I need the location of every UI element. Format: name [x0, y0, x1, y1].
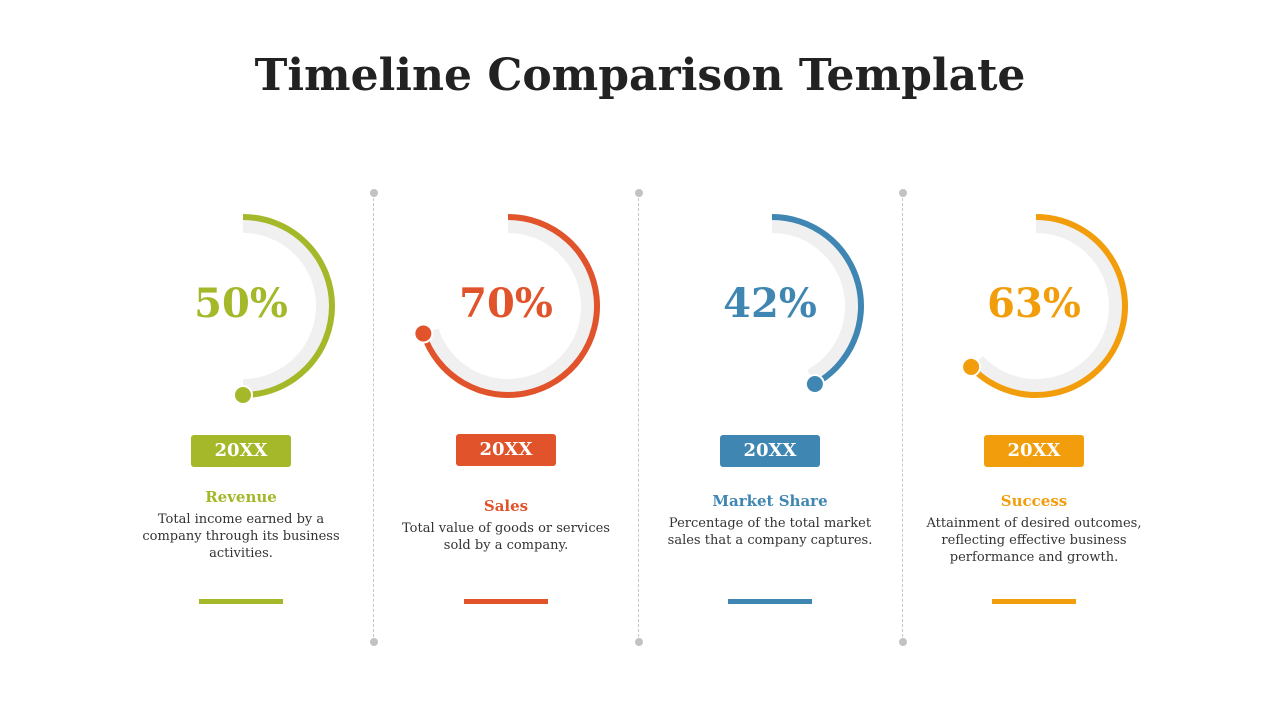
- ring-track: [972, 219, 1123, 393]
- category-description: Percentage of the total market sales tha…: [667, 516, 873, 548]
- ring-arc: [420, 214, 600, 398]
- progress-ring-revenue: [233, 214, 335, 405]
- category-label: Market Share: [712, 492, 828, 510]
- ring-track: [425, 219, 595, 393]
- percent-value: 50%: [194, 280, 288, 327]
- accent-bar: [464, 599, 548, 604]
- timeline-column-success: 63% 20XX Success Attainment of desired o…: [902, 0, 1166, 720]
- column-divider: [898, 189, 907, 646]
- category-label: Success: [1000, 492, 1068, 510]
- ring-endpoint-dot: [233, 385, 253, 405]
- accent-bar: [992, 599, 1076, 604]
- year-badge: 20XX: [984, 435, 1084, 467]
- percent-value: 63%: [987, 280, 1081, 327]
- accent-bar: [199, 599, 283, 604]
- category-description: Total value of goods or services sold by…: [402, 521, 610, 553]
- category-description: Attainment of desired outcomes, reflecti…: [926, 516, 1142, 565]
- accent-bar: [728, 599, 812, 604]
- category-label: Sales: [483, 497, 529, 515]
- year-badge: 20XX: [191, 435, 291, 467]
- year-badge: 20XX: [720, 435, 820, 467]
- page-title: Timeline Comparison Template: [254, 50, 1026, 101]
- percent-value: 70%: [459, 280, 553, 327]
- ring-endpoint-dot: [804, 373, 825, 394]
- ring-endpoint-dot: [961, 356, 982, 377]
- year-badge: 20XX: [456, 434, 556, 466]
- progress-ring-sales: [413, 214, 600, 398]
- ring-arc: [242, 214, 335, 398]
- ring-track: [771, 219, 859, 383]
- timeline-column-sales: 70% 20XX Sales Total value of goods or s…: [374, 0, 638, 720]
- column-divider: [369, 189, 378, 646]
- progress-ring-success: [961, 214, 1128, 398]
- category-description: Total income earned by a company through…: [142, 512, 340, 561]
- ring-track: [242, 219, 330, 393]
- timeline-column-revenue: 50% 20XX Revenue Total income earned by …: [109, 0, 373, 720]
- category-label: Revenue: [205, 488, 277, 506]
- ring-arc: [771, 214, 864, 387]
- timeline-column-market-share: 42% 20XX Market Share Percentage of the …: [638, 0, 902, 720]
- column-divider: [634, 189, 643, 646]
- percent-value: 42%: [723, 280, 817, 327]
- progress-ring-market-share: [771, 214, 864, 394]
- ring-arc: [968, 214, 1128, 398]
- ring-endpoint-dot: [413, 323, 434, 344]
